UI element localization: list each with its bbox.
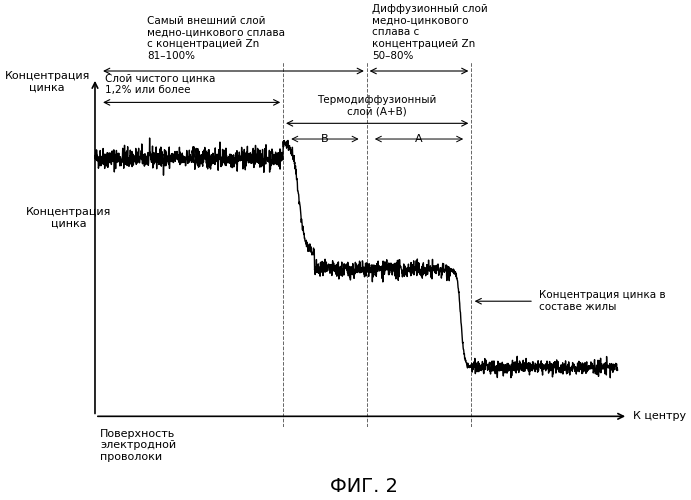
Text: Концентрация
цинка: Концентрация цинка [4,71,90,92]
Text: Диффузионный слой
медно-цинкового
сплава с
концентрацией Zn
50–80%: Диффузионный слой медно-цинкового сплава… [372,4,488,60]
Text: А: А [415,134,423,144]
Text: Слой чистого цинка
1,2% или более: Слой чистого цинка 1,2% или более [106,74,216,96]
Text: К центру: К центру [633,412,686,422]
Text: ФИГ. 2: ФИГ. 2 [330,476,398,496]
Text: Самый внешний слой
медно-цинкового сплава
с концентрацией Zn
81–100%: Самый внешний слой медно-цинкового сплав… [147,16,285,60]
Text: Концентрация цинка в
составе жилы: Концентрация цинка в составе жилы [539,290,666,312]
Text: В: В [321,134,329,144]
Text: Термодиффузионный
слой (А+В): Термодиффузионный слой (А+В) [317,94,437,116]
Text: Концентрация
цинка: Концентрация цинка [26,206,111,229]
Text: Поверхность
электродной
проволоки: Поверхность электродной проволоки [100,428,176,462]
